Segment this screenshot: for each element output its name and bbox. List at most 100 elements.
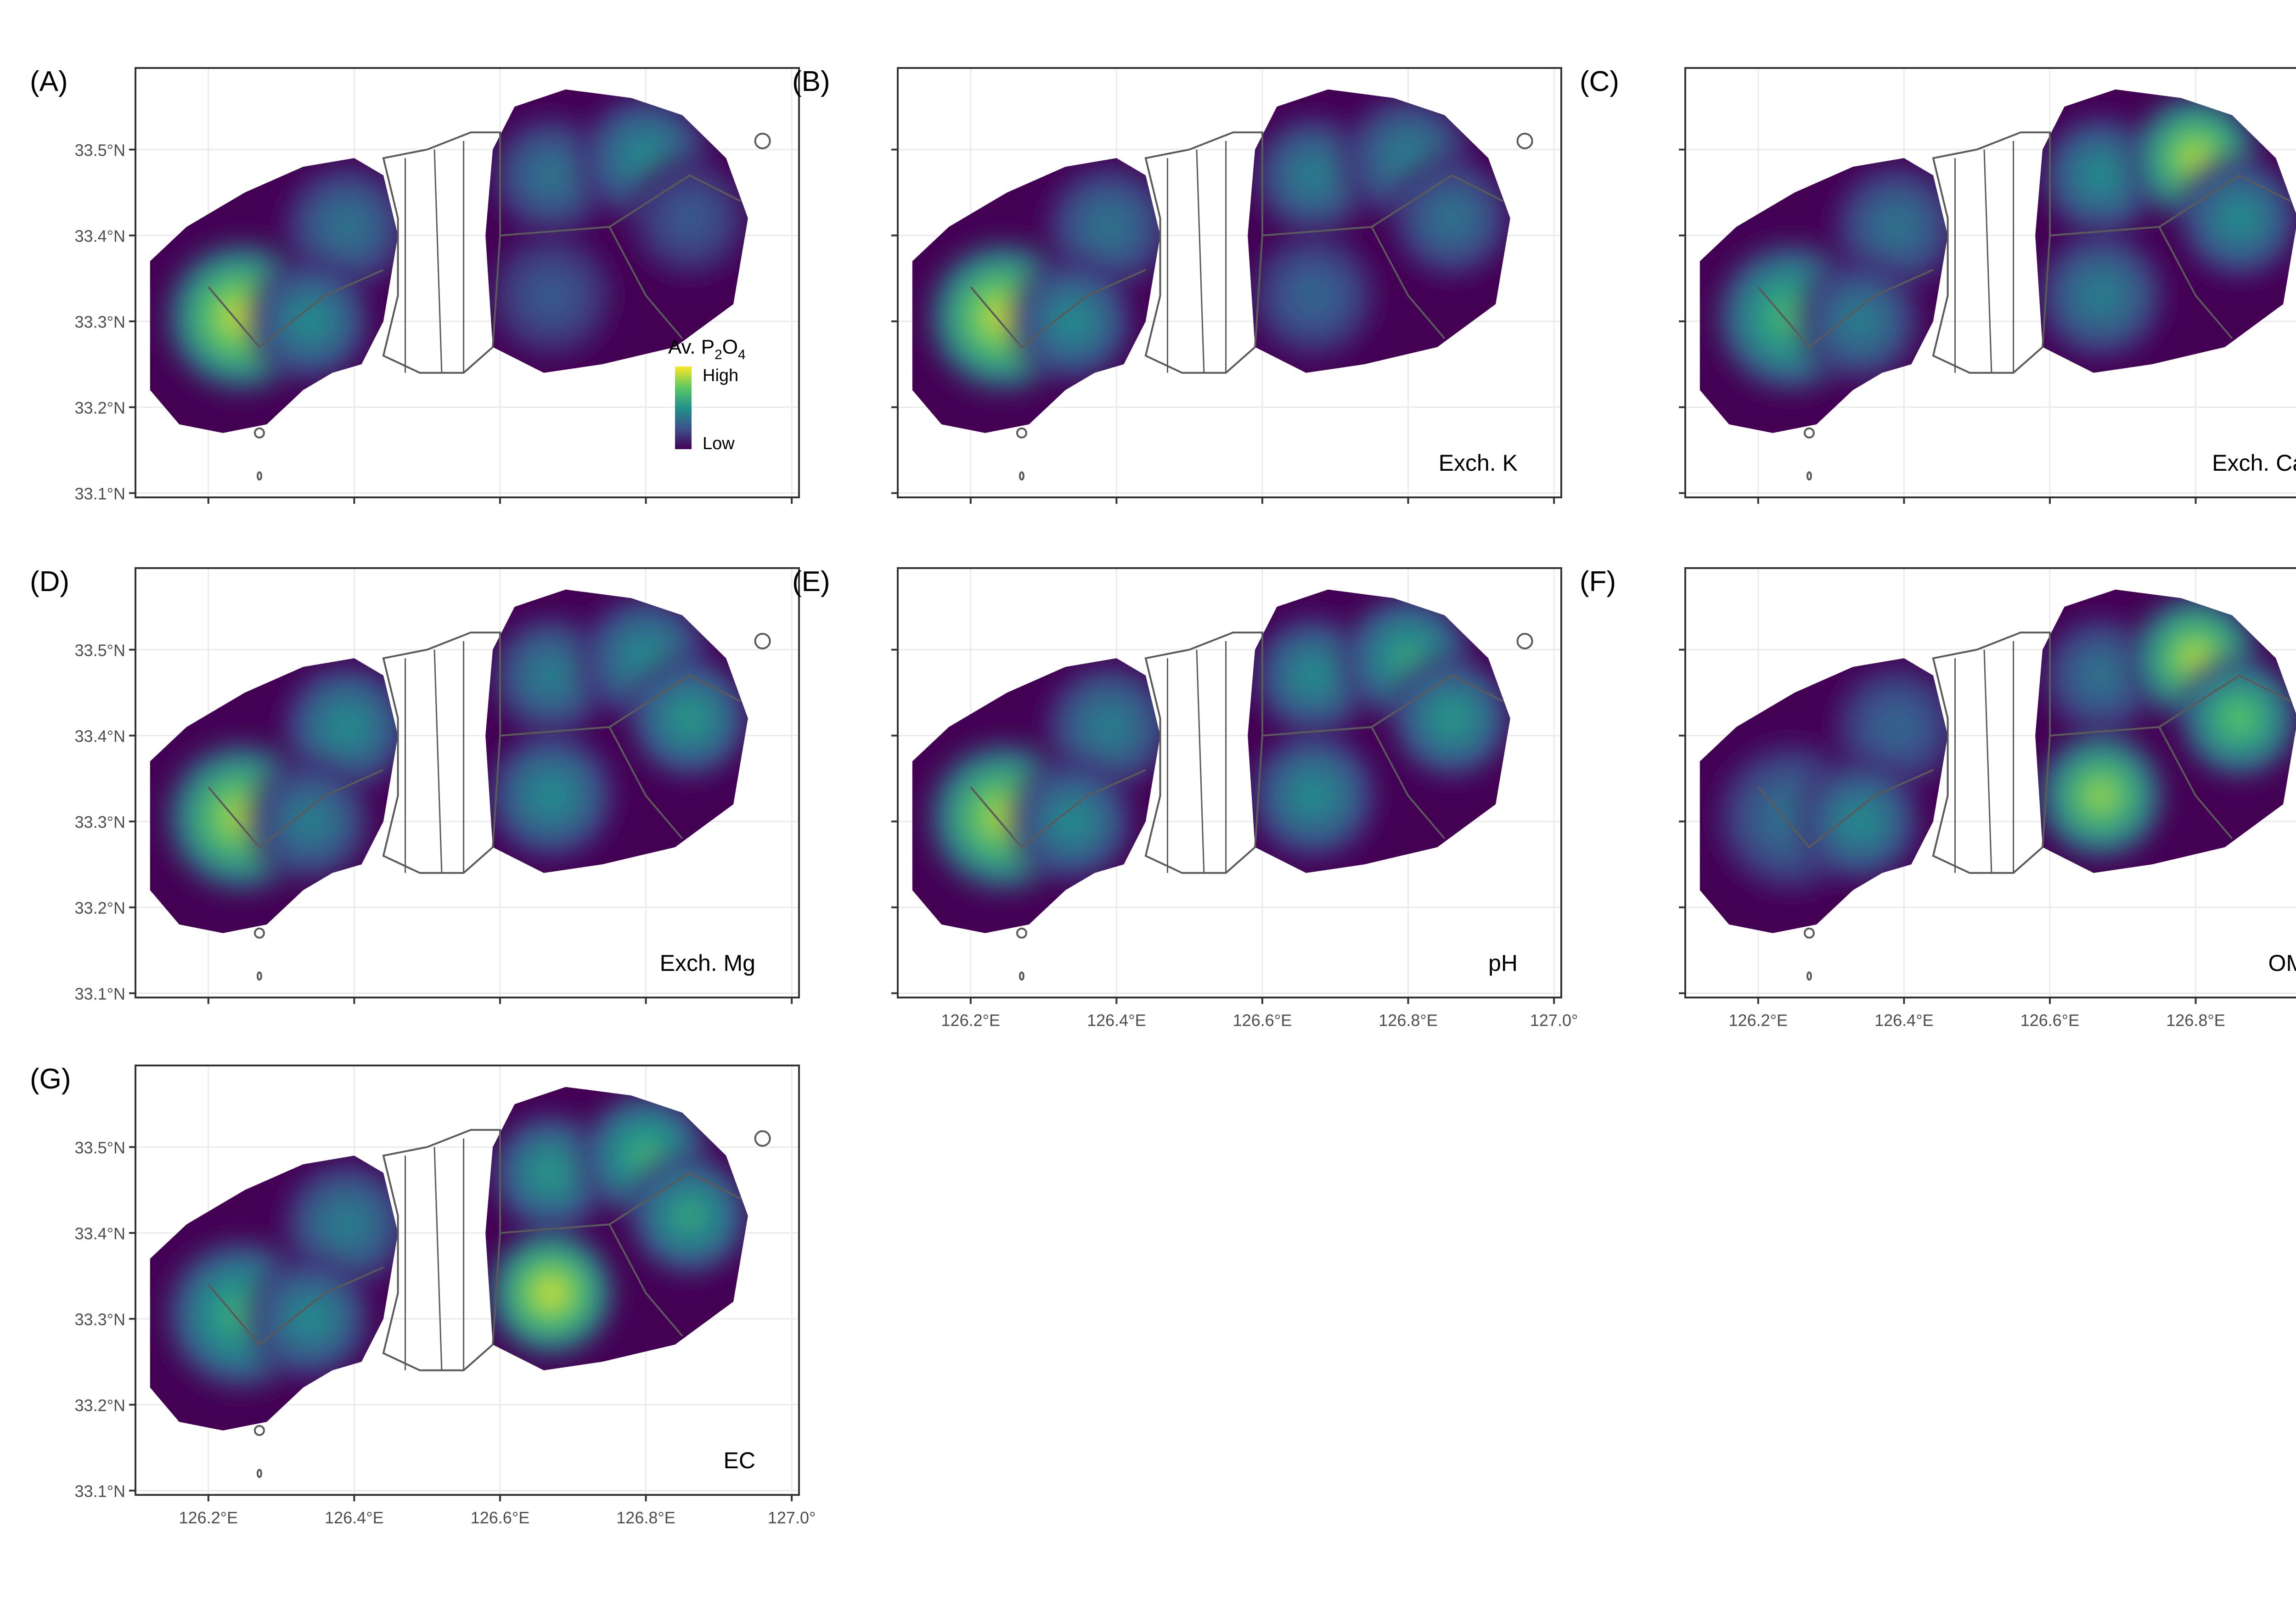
x-tick-label: 126.6°E xyxy=(1233,1011,1292,1030)
x-tick-label: 126.4°E xyxy=(1087,1011,1146,1030)
legend-title: Av. P2O4 xyxy=(668,336,746,362)
x-tick-label: 126.6°E xyxy=(471,1508,530,1527)
y-tick-label: 33.1°N xyxy=(75,485,125,503)
district-line xyxy=(608,226,683,339)
district-line xyxy=(500,1172,741,1234)
hotspot xyxy=(2166,145,2296,292)
y-tick-label: 33.4°N xyxy=(75,727,125,746)
islet xyxy=(1806,971,1812,981)
panel-letter: (D) xyxy=(30,566,69,597)
islet xyxy=(1803,427,1815,439)
district-line xyxy=(608,1224,683,1337)
district-line xyxy=(1371,727,1446,840)
island-outline xyxy=(970,131,1533,481)
hotspot xyxy=(2023,717,2179,874)
map-panel: (C) Exch. Ca xyxy=(1580,66,2296,504)
islet xyxy=(1016,927,1027,939)
islet xyxy=(754,1130,771,1147)
district-line xyxy=(1196,149,1205,373)
district-line xyxy=(433,649,443,873)
panel-frame xyxy=(897,567,1562,998)
panel-letter: (E) xyxy=(792,566,830,597)
district-line xyxy=(1757,769,1934,849)
islet xyxy=(1016,427,1027,439)
hotspot xyxy=(1378,145,1510,292)
hotspot xyxy=(999,748,1147,895)
x-tick-label: 126.4°E xyxy=(325,1508,384,1527)
variable-label: pH xyxy=(1488,950,1518,976)
islet xyxy=(754,132,771,149)
island-outline xyxy=(970,631,1533,981)
islet xyxy=(253,427,265,439)
x-tick-label: 126.8°E xyxy=(2166,1011,2225,1030)
y-tick-label: 33.3°N xyxy=(75,813,125,832)
panel-letter: (B) xyxy=(792,66,830,97)
hotspot xyxy=(616,1142,748,1290)
x-tick-label: 126.4°E xyxy=(1874,1011,1934,1030)
hotspot xyxy=(1787,748,1934,895)
central-outline xyxy=(1144,631,1263,874)
legend-high-label: High xyxy=(703,366,738,385)
x-tick-label: 126.6°E xyxy=(2020,1011,2080,1030)
district-line xyxy=(208,269,384,349)
hotspot xyxy=(237,1245,384,1392)
hotspot xyxy=(2023,217,2179,374)
panel-letter: (G) xyxy=(30,1063,71,1095)
hotspot xyxy=(473,1215,630,1371)
central-outline xyxy=(382,1129,501,1371)
islet xyxy=(253,1425,265,1436)
y-tick-label: 33.2°N xyxy=(75,399,125,417)
panel-frame xyxy=(897,67,1562,498)
island-outline xyxy=(208,631,771,981)
y-tick-label: 33.3°N xyxy=(75,1310,125,1329)
hotspot xyxy=(999,248,1147,395)
district-line xyxy=(2158,226,2233,339)
hotspot xyxy=(1378,645,1510,792)
district-line xyxy=(1757,269,1934,349)
district-line xyxy=(2158,727,2233,840)
variable-label: Exch. Mg xyxy=(660,950,755,976)
islet xyxy=(256,471,262,481)
hotspot xyxy=(616,145,748,292)
district-line xyxy=(970,269,1146,349)
district-line xyxy=(1262,174,1503,237)
map-panel: (G) 33.5°N 33.4°N 33.3°N 33.2°N 33.1°N 126.2°E… xyxy=(30,1063,816,1527)
district-line xyxy=(1983,649,1992,873)
central-outline xyxy=(382,631,501,874)
central-outline xyxy=(1932,131,2051,374)
x-tick-label: 127.0° xyxy=(768,1508,816,1527)
district-line xyxy=(208,769,384,849)
panel-letter: (F) xyxy=(1580,566,1616,597)
y-tick-label: 33.3°N xyxy=(75,313,125,332)
island-outline xyxy=(208,131,771,481)
district-line xyxy=(970,769,1146,849)
hotspot xyxy=(237,248,384,395)
x-tick-label: 126.8°E xyxy=(1379,1011,1438,1030)
district-line xyxy=(500,674,741,737)
legend-colorbar xyxy=(675,366,692,449)
variable-label: EC xyxy=(724,1448,755,1473)
variable-label: Exch. K xyxy=(1439,450,1518,476)
x-tick-label: 126.2°E xyxy=(179,1508,238,1527)
y-tick-label: 33.1°N xyxy=(75,985,125,1003)
islet xyxy=(1806,471,1812,481)
panel-frame xyxy=(135,67,800,498)
district-line xyxy=(433,1147,443,1370)
y-tick-label: 33.4°N xyxy=(75,1224,125,1243)
color-legend: Av. P2O4 High Low xyxy=(668,336,746,453)
x-tick-label: 126.2°E xyxy=(1729,1011,1788,1030)
map-panel: (B) Exch. K xyxy=(792,66,1562,504)
variable-label: OM xyxy=(2268,950,2296,976)
x-tick-label: 126.8°E xyxy=(616,1508,675,1527)
y-tick-label: 33.2°N xyxy=(75,1396,125,1415)
hotspot xyxy=(1235,717,1392,874)
y-tick-label: 33.5°N xyxy=(75,1139,125,1157)
panel-frame xyxy=(1684,567,2296,998)
variable-label: Exch. Ca xyxy=(2212,450,2296,476)
islet xyxy=(256,971,262,981)
panel-frame xyxy=(135,1065,800,1496)
y-tick-label: 33.5°N xyxy=(75,641,125,660)
district-line xyxy=(2049,674,2291,737)
